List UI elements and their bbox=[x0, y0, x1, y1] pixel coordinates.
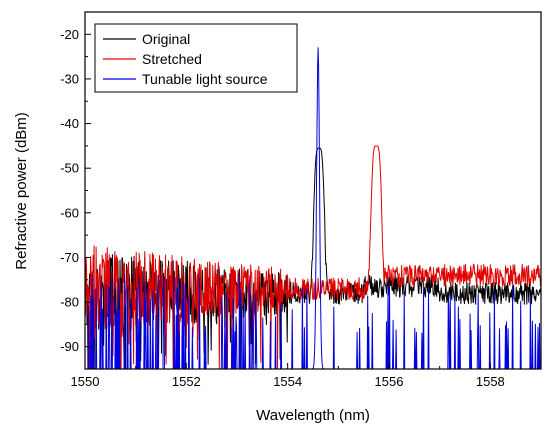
x-tick-label: 1554 bbox=[273, 374, 302, 389]
x-axis: 1550 1552 1554 1556 1558 bbox=[71, 363, 505, 389]
legend: Original Stretched Tunable light source bbox=[94, 23, 298, 93]
y-tick-label: -50 bbox=[60, 161, 79, 176]
series-layer bbox=[85, 47, 541, 369]
legend-box bbox=[94, 23, 298, 93]
y-axis-title: Refractive power (dBm) bbox=[13, 112, 30, 270]
series-line-stretched bbox=[85, 145, 541, 369]
y-tick-label: -70 bbox=[60, 250, 79, 265]
series-line-tunable-light-source bbox=[85, 47, 541, 369]
legend-label-original: Original bbox=[142, 31, 190, 47]
x-tick-label: 1558 bbox=[476, 374, 505, 389]
y-tick-label: -80 bbox=[60, 295, 79, 310]
y-tick-label: -30 bbox=[60, 71, 79, 86]
y-tick-label: -40 bbox=[60, 116, 79, 131]
y-tick-label: -90 bbox=[60, 339, 79, 354]
y-tick-label: -20 bbox=[60, 27, 79, 42]
legend-label-tunable: Tunable light source bbox=[142, 71, 268, 87]
x-axis-title: Wavelength (nm) bbox=[256, 407, 370, 424]
y-tick-label: -60 bbox=[60, 205, 79, 220]
x-tick-label: 1556 bbox=[375, 374, 404, 389]
legend-label-stretched: Stretched bbox=[142, 51, 202, 67]
x-tick-label: 1552 bbox=[172, 374, 201, 389]
y-axis: -90 -80 -70 -60 -50 -40 -30 -20 bbox=[60, 27, 91, 354]
x-tick-label: 1550 bbox=[71, 374, 100, 389]
